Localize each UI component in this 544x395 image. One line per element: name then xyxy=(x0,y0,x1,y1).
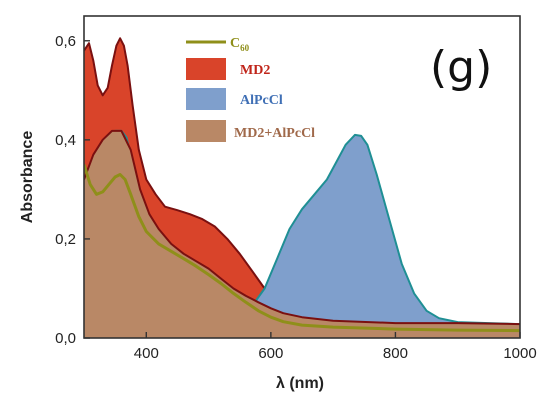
x-tick-label-1000: 1000 xyxy=(503,345,536,362)
x-axis-title: λ (nm) xyxy=(276,375,324,392)
y-axis-title: Absorbance xyxy=(19,131,36,224)
plot-frame xyxy=(83,15,521,339)
series-line-c60 xyxy=(84,164,520,333)
y-tick-label-2: 0,4 xyxy=(55,132,76,149)
series-areas xyxy=(84,37,520,338)
legend-swatch-md2-alpccl xyxy=(186,120,226,142)
axis-ticks: 400 600 800 1000 0,0 0,2 0,4 0,6 xyxy=(55,33,537,362)
legend: C60 MD2 AlPcCl MD2+AlPcCl xyxy=(186,36,315,142)
series-area-md2-alpccl xyxy=(84,130,520,338)
y-tick-label-0: 0,0 xyxy=(55,330,76,347)
panel-label: (g) xyxy=(430,42,492,93)
x-tick-label-400: 400 xyxy=(134,345,159,362)
legend-label-md2-alpccl: MD2+AlPcCl xyxy=(234,126,315,141)
legend-label-md2: MD2 xyxy=(240,63,270,78)
series-line-md2-alpccl xyxy=(84,129,520,326)
x-tick-label-800: 800 xyxy=(383,345,408,362)
legend-swatch-alpccl xyxy=(186,88,226,110)
legend-label-alpccl: AlPcCl xyxy=(240,93,283,108)
x-tick-label-600: 600 xyxy=(258,345,283,362)
y-tick-label-3: 0,6 xyxy=(55,33,76,50)
legend-swatch-md2 xyxy=(186,58,226,80)
legend-label-c60: C60 xyxy=(230,36,250,53)
y-tick-label-1: 0,2 xyxy=(55,231,76,248)
